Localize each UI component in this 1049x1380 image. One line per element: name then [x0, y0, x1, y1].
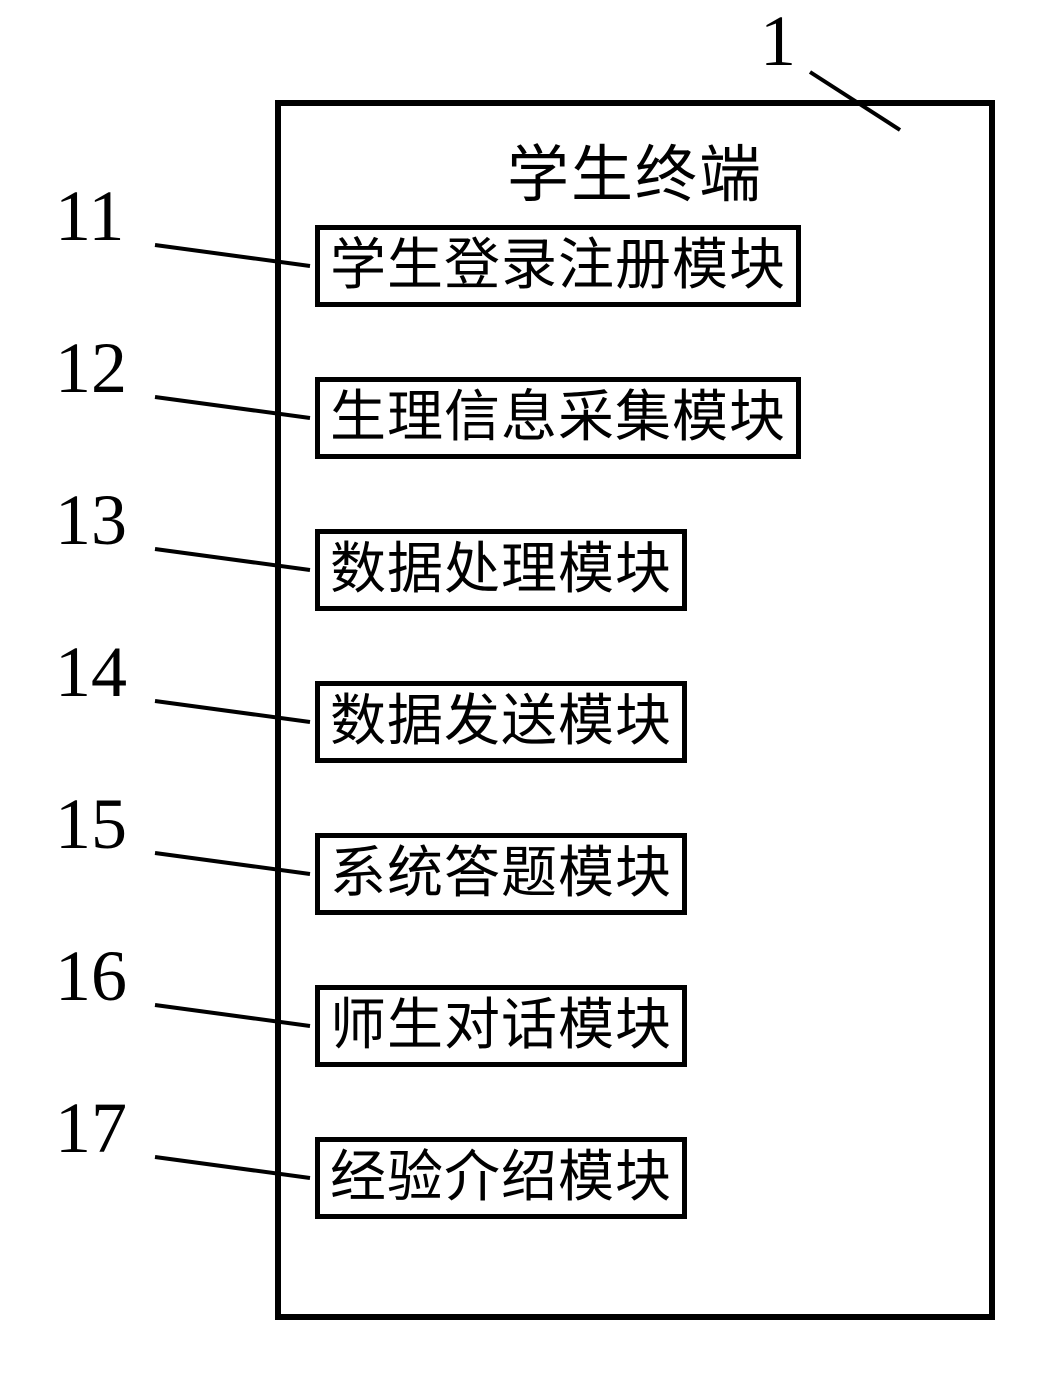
module-leaders [0, 0, 1049, 1380]
